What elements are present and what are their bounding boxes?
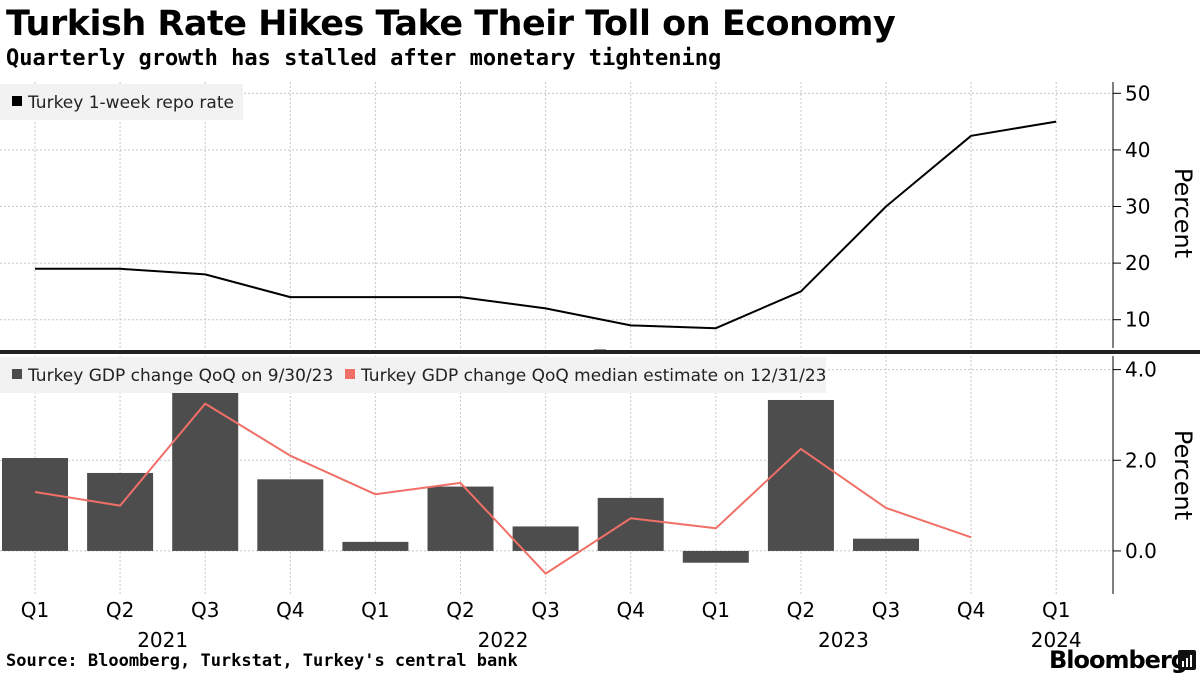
series-lines [34, 120, 1057, 575]
y-tick-label: 2.0 [1125, 448, 1157, 472]
legend-swatch [12, 369, 22, 379]
y-tick-label: 0.0 [1125, 539, 1157, 563]
gdp-bar [767, 399, 834, 551]
x-tick-label: Q2 [106, 598, 134, 622]
y-tick-label: 40 [1125, 138, 1150, 162]
x-year-label: 2023 [818, 628, 869, 652]
x-tick-label: Q1 [702, 598, 730, 622]
repo-rate-line [35, 120, 1057, 330]
legend-swatch [345, 369, 355, 379]
y-axis-title: Percent [1169, 168, 1197, 258]
y-tick-label: 10 [1125, 308, 1150, 332]
gdp-bar [597, 497, 664, 551]
chart-title: Turkish Rate Hikes Take Their Toll on Ec… [6, 4, 896, 44]
y-tick-label: 20 [1125, 251, 1150, 275]
legend-box [0, 357, 826, 393]
x-tick-label: Q3 [531, 598, 559, 622]
x-year-label: 2024 [1031, 628, 1082, 652]
legend-label: Turkey GDP change QoQ on 9/30/23 [27, 366, 333, 386]
x-tick-label: Q1 [21, 598, 49, 622]
axes: 10 20 30 40 50 0.0 2.0 4.0 Percent Percent Q1 Q2 Q3 Q… [0, 81, 1200, 652]
x-tick-label: Q4 [957, 598, 985, 622]
legend-label: Turkey GDP change QoQ median estimate on… [360, 366, 826, 386]
y-axis-title: Percent [1169, 430, 1197, 520]
x-tick-label: Q1 [1042, 598, 1070, 622]
gdp-bar [257, 479, 324, 551]
gdp-bar [2, 458, 68, 551]
gdp-bars [2, 384, 919, 563]
x-tick-label: Q2 [787, 598, 815, 622]
gdp-bar [87, 472, 154, 551]
y-tick-label: 30 [1125, 195, 1150, 219]
bloomberg-logo: Bloomberg [1049, 646, 1188, 674]
gridlines [0, 82, 1113, 594]
gdp-bar [427, 486, 494, 551]
legends: Turkey 1-week repo rate Turkey GDP change… [0, 84, 826, 393]
x-tick-label: Q2 [446, 598, 474, 622]
gdp-bar [682, 550, 749, 563]
gdp-bar [172, 384, 239, 551]
x-tick-label: Q3 [872, 598, 900, 622]
x-tick-label: Q1 [361, 598, 389, 622]
x-year-label: 2022 [478, 628, 529, 652]
x-year-label: 2021 [137, 628, 188, 652]
gdp-bar [853, 538, 919, 551]
legend-box [0, 84, 243, 120]
chart-subtitle: Quarterly growth has stalled after monet… [6, 46, 722, 71]
x-tick-label: Q3 [191, 598, 219, 622]
source-note: Source: Bloomberg, Turkstat, Turkey's ce… [6, 651, 518, 671]
gdp-bar [512, 526, 579, 551]
gdp-bar [342, 541, 409, 551]
y-tick-label: 4.0 [1125, 358, 1157, 382]
x-tick-label: Q4 [616, 598, 644, 622]
panel-divider [0, 350, 1200, 354]
x-tick-label: Q4 [276, 598, 304, 622]
legend-label: Turkey 1-week repo rate [27, 93, 234, 113]
divider-handle [594, 349, 606, 350]
legend-swatch [12, 96, 22, 106]
y-tick-label: 50 [1125, 81, 1150, 105]
bloomberg-terminal-icon [1178, 650, 1196, 670]
gdp-estimate-line [34, 402, 972, 575]
